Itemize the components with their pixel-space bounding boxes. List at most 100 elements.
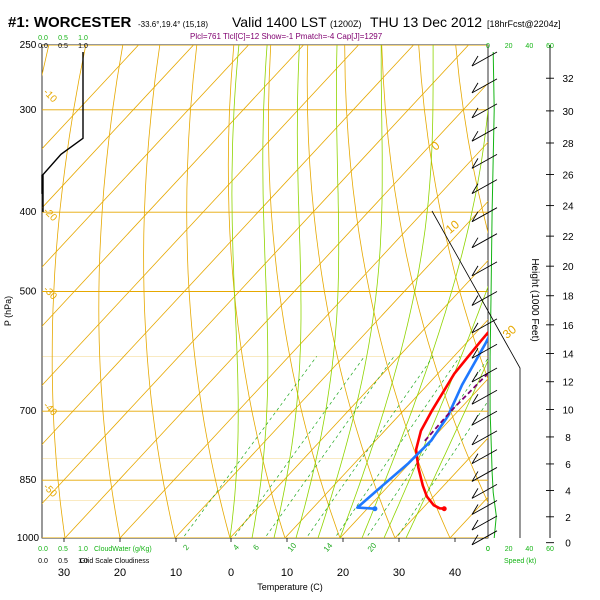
isotherm-line [42, 45, 195, 209]
temp-tick-label: 10 [170, 567, 182, 579]
height-tick-label: 0 [565, 539, 571, 550]
wind-barb [471, 343, 498, 359]
cloud-fraction-line [42, 52, 84, 213]
isotherm-line [42, 45, 140, 150]
dry-adiabat [186, 45, 231, 538]
cloud-axis-label-bottom: 0.0 [38, 558, 48, 565]
isotherm-label-zero: 0 [428, 138, 442, 153]
wind-barb-flag [471, 434, 479, 446]
moist-adiabat [229, 45, 240, 538]
mixing-ratio-label: 6 [251, 542, 261, 552]
wind-axis-label-bottom: 20 [505, 546, 513, 553]
cloud-axis-label-top: 1.0 [78, 43, 88, 50]
mixing-ratio-label: 10 [286, 541, 299, 554]
pressure-tick-label: 700 [20, 406, 37, 417]
wind-barb-flag [471, 394, 479, 405]
cloud-panel [41, 52, 84, 213]
mixing-ratio-line [396, 400, 488, 538]
height-tick-label: 30 [562, 107, 574, 118]
wind-barb [471, 530, 498, 546]
wind-barb [471, 410, 498, 426]
wind-barb-flag [471, 183, 479, 194]
wind-speed-line [489, 51, 497, 539]
isotherm-label: -50 [41, 482, 59, 500]
height-tick-label: 26 [562, 171, 574, 182]
isotherm-line [489, 30, 600, 555]
cloud-axis-label-top: 0.5 [58, 43, 68, 50]
temp-tick-label: 20 [114, 567, 126, 579]
height-tick-label: 18 [562, 292, 574, 303]
pressure-tick-label: 850 [20, 475, 37, 486]
isotherm-label: -30 [41, 284, 59, 302]
mixing-ratio-line [233, 356, 365, 538]
wind-barb-flag [471, 130, 479, 142]
mixing-ratio-label: 4 [231, 542, 241, 552]
isotherm-line [42, 45, 360, 386]
series-dewpoint [356, 335, 488, 510]
isotherm-label: -40 [41, 400, 59, 418]
cloud-axis-label-bottom: 0.5 [58, 558, 68, 565]
wind-barb [471, 78, 498, 94]
isotherm-label-thirty: 30 [500, 322, 519, 342]
wind-barb [471, 207, 498, 223]
valid-date: THU 13 Dec 2012 [370, 14, 482, 30]
wind-barb-flag [471, 348, 479, 359]
wind-barb [471, 103, 498, 119]
wind-barb [471, 389, 498, 405]
height-tick-label: 20 [562, 262, 574, 273]
isotherm-line [42, 45, 470, 505]
height-tick-label: 8 [565, 433, 571, 444]
temp-tick-label: 30 [58, 567, 70, 579]
wind-axis-label-top: 0 [486, 43, 490, 50]
y-axis-title: P (hPa) [3, 296, 13, 326]
isotherm-line [64, 82, 488, 538]
station-coords: -33.6°,19.4° (15,18) [138, 20, 208, 29]
dry-adiabat [381, 45, 488, 504]
cloud-axis-label: 0.0 [38, 546, 48, 553]
wind-axis-label-bottom: 40 [525, 546, 533, 553]
moist-adiabat [251, 45, 269, 538]
isotherm-line [42, 45, 250, 268]
wind-speed-label: Speed (kt) [504, 558, 536, 565]
height-tick-label: 24 [562, 202, 574, 213]
dry-adiabat [455, 45, 488, 235]
wind-barb [471, 318, 498, 334]
wind-axis-label-top: 20 [505, 43, 513, 50]
cloud-axis-label: 1.0 [78, 546, 88, 553]
height-tick-label: 6 [565, 460, 571, 471]
wind-barb-flag [471, 471, 479, 482]
wind-barb [471, 126, 498, 142]
isotherm-line [42, 45, 305, 327]
moist-adiabat [295, 45, 340, 538]
temp-tick-label: 10 [281, 567, 293, 579]
wind-panel [431, 51, 521, 546]
wind-axis-label-bottom: 60 [546, 546, 554, 553]
height-tick-label: 16 [562, 321, 574, 332]
temp-tick-label: 30 [393, 567, 405, 579]
mixing-ratio-line [264, 356, 395, 538]
wind-axis-label-bottom: 0 [486, 546, 490, 553]
series-temperature [414, 330, 488, 510]
height-tick-label: 4 [565, 487, 571, 498]
wind-barb-flag [471, 237, 479, 248]
pressure-tick-label: 400 [20, 207, 37, 218]
dry-adiabat [227, 45, 286, 538]
dry-adiabat [306, 45, 396, 538]
wind-barb-flag [471, 82, 479, 94]
wind-barb-flag [471, 295, 479, 306]
wind-barb [471, 449, 498, 465]
cloud-axis-label: 0.5 [58, 546, 68, 553]
wind-barb [471, 515, 498, 531]
cloud-axis-label: 0.5 [58, 35, 68, 42]
wind-barb [471, 430, 498, 446]
dry-adiabat [143, 45, 176, 538]
mixing-ratio-label: 20 [366, 541, 379, 554]
mixing-ratio-label: 2 [181, 542, 191, 552]
wind-barb [471, 153, 498, 169]
wind-barb-flag [471, 534, 479, 546]
height-tick-label: 10 [562, 406, 574, 417]
temp-tick-label: 20 [337, 567, 349, 579]
isotherm-line [284, 319, 488, 538]
